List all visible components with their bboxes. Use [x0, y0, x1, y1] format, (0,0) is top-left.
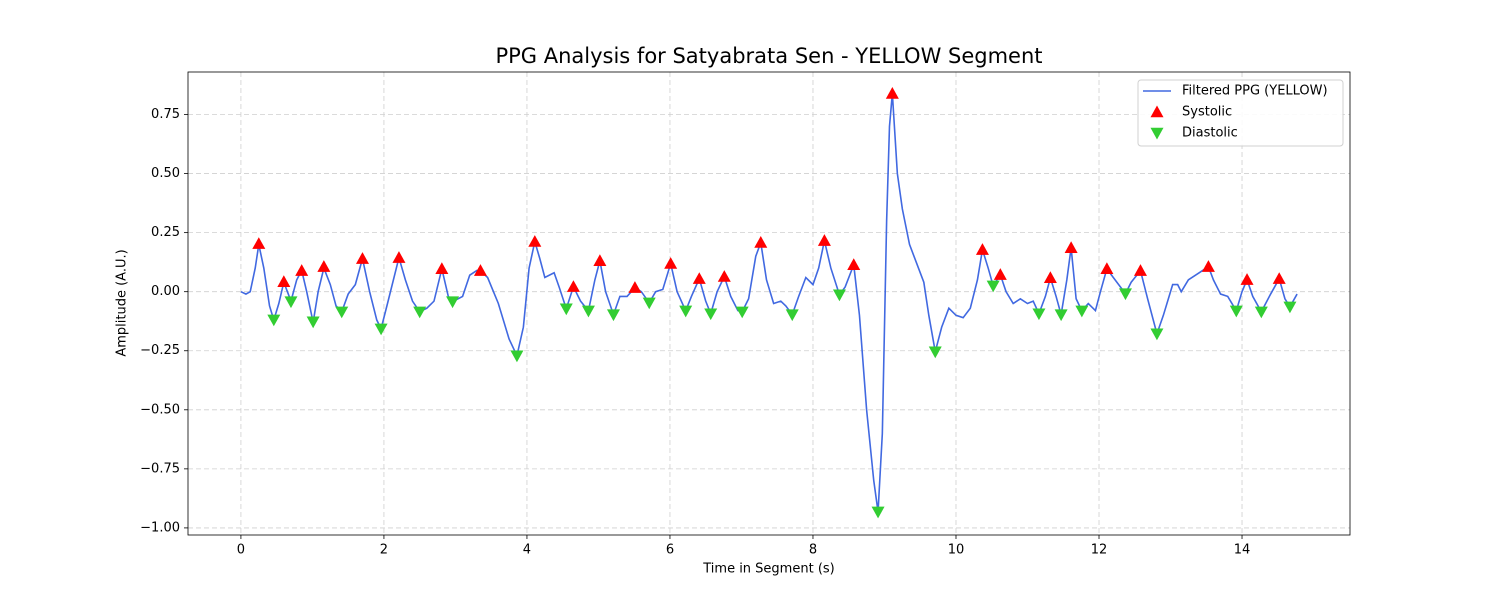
- marker: [1054, 309, 1068, 322]
- y-tick-label: −1.00: [140, 520, 180, 535]
- marker: [993, 268, 1007, 280]
- marker: [1043, 271, 1057, 283]
- y-tick-label: 0.50: [151, 166, 180, 181]
- marker: [606, 309, 620, 322]
- y-tick-label: −0.25: [140, 343, 180, 358]
- marker: [679, 305, 693, 318]
- marker: [1118, 288, 1132, 301]
- y-axis-label: Amplitude (A.U.): [115, 249, 130, 356]
- x-axis-label: Time in Segment (s): [702, 562, 834, 577]
- marker: [593, 254, 607, 266]
- marker: [817, 234, 831, 246]
- x-tick-label: 8: [809, 543, 817, 558]
- x-tick-label: 12: [1091, 543, 1108, 558]
- marker: [735, 306, 749, 319]
- marker: [1150, 328, 1164, 341]
- marker: [528, 235, 542, 247]
- marker: [642, 297, 656, 310]
- marker: [306, 316, 320, 329]
- marker: [446, 296, 460, 309]
- y-tick-label: 0.00: [151, 284, 180, 299]
- marker: [252, 237, 266, 249]
- marker: [335, 306, 349, 319]
- marker: [1075, 305, 1089, 318]
- marker: [355, 252, 369, 264]
- marker: [1133, 264, 1147, 276]
- x-tick-label: 6: [666, 543, 674, 558]
- y-tick-label: 0.75: [151, 107, 180, 122]
- x-tick-label: 2: [380, 543, 388, 558]
- marker: [717, 270, 731, 282]
- marker: [473, 264, 487, 276]
- marker: [847, 258, 861, 270]
- marker: [785, 309, 799, 322]
- marker: [871, 506, 885, 519]
- marker: [581, 305, 595, 318]
- marker: [1064, 241, 1078, 253]
- marker: [1032, 308, 1046, 321]
- x-tick-label: 10: [948, 543, 965, 558]
- marker: [284, 296, 298, 309]
- marker: [413, 306, 427, 319]
- marker: [510, 350, 524, 363]
- legend-label: Diastolic: [1182, 126, 1238, 141]
- y-tick-label: −0.50: [140, 402, 180, 417]
- marker: [1272, 272, 1286, 284]
- marker: [1100, 262, 1114, 274]
- y-tick-label: 0.25: [151, 225, 180, 240]
- legend-swatch: [1150, 105, 1164, 118]
- legend-label: Systolic: [1182, 105, 1232, 120]
- marker: [277, 275, 291, 287]
- marker: [832, 289, 846, 302]
- marker: [692, 272, 706, 284]
- marker: [317, 260, 331, 272]
- legend-label: Filtered PPG (YELLOW): [1182, 84, 1328, 99]
- chart-title: PPG Analysis for Satyabrata Sen - YELLOW…: [495, 44, 1042, 68]
- x-tick-label: 4: [523, 543, 531, 558]
- marker: [374, 323, 388, 336]
- marker: [664, 257, 678, 269]
- y-tick-label: −0.75: [140, 461, 180, 476]
- legend-box: [1137, 79, 1344, 147]
- ppg-line: [240, 93, 1298, 512]
- marker: [975, 243, 989, 255]
- marker: [928, 346, 942, 359]
- marker: [435, 262, 449, 274]
- legend-swatch: [1150, 127, 1164, 140]
- marker: [986, 280, 1000, 293]
- plot-frame: [187, 71, 1351, 536]
- marker: [392, 251, 406, 263]
- marker: [704, 308, 718, 321]
- marker: [1229, 305, 1243, 318]
- x-tick-label: 0: [237, 543, 245, 558]
- marker: [1240, 273, 1254, 285]
- marker: [559, 303, 573, 316]
- marker: [1201, 260, 1215, 272]
- marker: [754, 236, 768, 248]
- marker: [566, 280, 580, 292]
- marker: [1283, 301, 1297, 314]
- marker: [628, 281, 642, 293]
- marker: [295, 264, 309, 276]
- x-tick-label: 14: [1234, 543, 1251, 558]
- marker: [267, 314, 281, 327]
- marker: [1254, 306, 1268, 319]
- marker: [885, 86, 899, 99]
